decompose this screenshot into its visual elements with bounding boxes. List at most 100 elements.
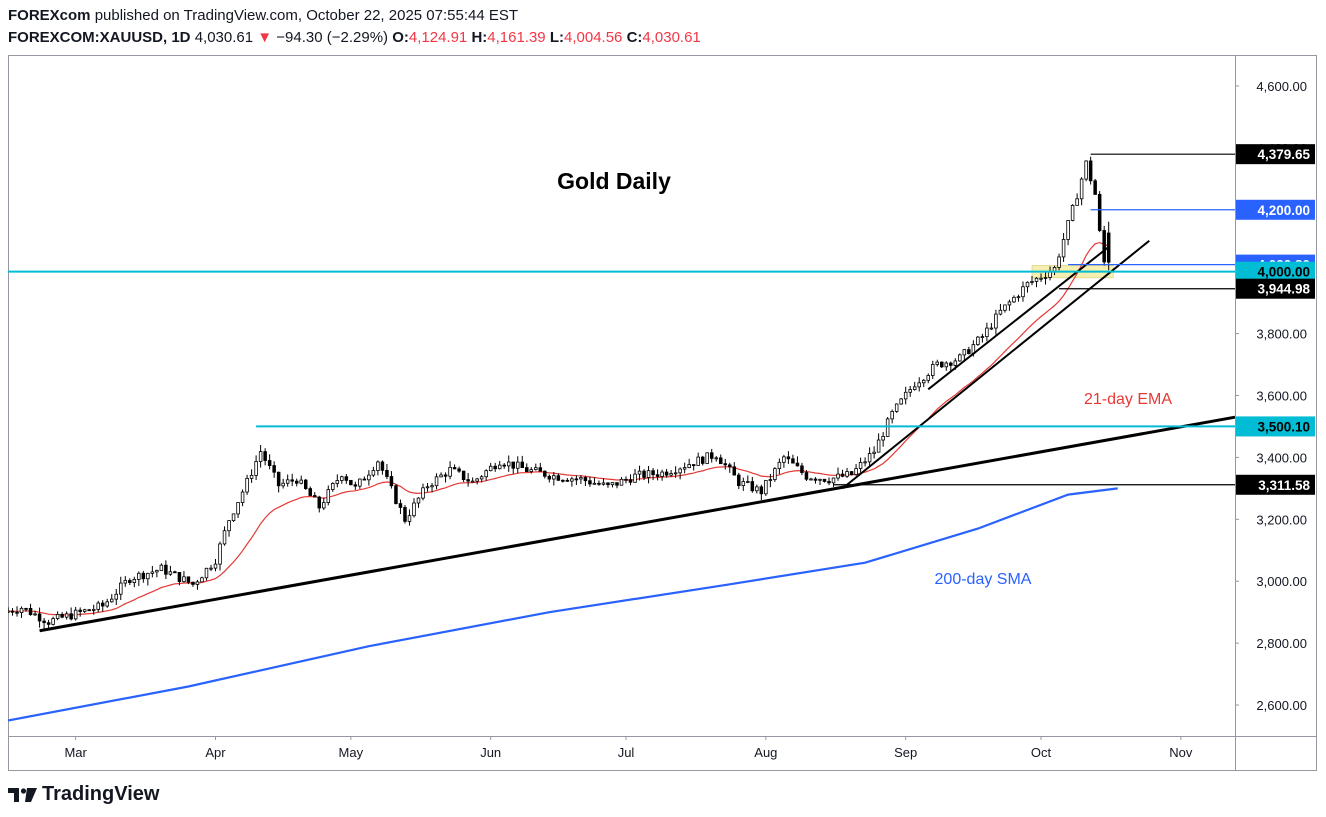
candle-up	[958, 354, 962, 362]
candle-up	[1034, 277, 1039, 282]
candle-down	[827, 481, 831, 484]
candle-down	[940, 361, 944, 368]
candle-down	[403, 507, 407, 522]
candle-down	[394, 485, 398, 504]
low-label: L:	[549, 29, 564, 46]
candle-down	[312, 495, 317, 498]
candle-down	[466, 479, 470, 482]
candle-up	[358, 478, 362, 487]
candle-down	[173, 571, 177, 574]
candle-up	[285, 479, 290, 484]
candle-down	[177, 572, 182, 582]
change-arrow-icon: ▼	[257, 29, 273, 46]
long-support-trendline	[39, 415, 1236, 633]
candle-up	[407, 515, 412, 522]
candle-up	[222, 530, 227, 545]
candle-up	[367, 474, 371, 481]
time-tick-label: Aug	[754, 745, 777, 760]
candle-up	[885, 418, 890, 437]
candle-up	[33, 613, 37, 616]
candle-up	[746, 481, 750, 483]
tradingview-logo-icon	[8, 787, 37, 802]
candle-up	[1057, 256, 1061, 268]
candle-down	[723, 463, 728, 466]
time-axis[interactable]: Mar Apr May Jun Jul Aug Sep Oct Nov	[64, 736, 1193, 760]
tradingview-logo[interactable]: TradingView	[8, 783, 159, 806]
candle-up	[917, 382, 921, 388]
candle-up	[669, 473, 673, 476]
price-tick-label: 2,800.00	[1256, 636, 1307, 651]
candle-down	[606, 482, 610, 486]
candle-down	[191, 581, 195, 585]
candle-up	[213, 563, 218, 569]
time-tick-label: Jun	[480, 745, 501, 760]
candle-down	[583, 477, 588, 482]
candle-up	[421, 487, 425, 499]
time-tick-label: Jul	[618, 745, 635, 760]
candle-up	[340, 476, 344, 481]
candle-up	[1075, 198, 1079, 206]
candle-down	[344, 476, 349, 481]
candle-down	[538, 467, 543, 472]
candle-down	[543, 470, 547, 477]
candle-up	[768, 479, 773, 481]
publisher-name[interactable]: FOREXcom	[8, 7, 91, 24]
candle-down	[263, 451, 267, 461]
candle-down	[718, 457, 723, 465]
candle-down	[709, 452, 714, 459]
time-tick-label: Oct	[1031, 745, 1052, 760]
level-badge	[1236, 199, 1315, 220]
candle-up	[245, 478, 249, 493]
candle-down	[1097, 194, 1102, 231]
candle-up	[944, 362, 949, 368]
candle-up	[439, 474, 443, 478]
candle-down	[849, 471, 854, 475]
candle-up	[985, 327, 989, 337]
candle-up	[132, 579, 137, 583]
candle-up	[777, 461, 782, 470]
symbol-name[interactable]: FOREXCOM:XAUUSD, 1D	[8, 29, 191, 46]
candle-up	[475, 478, 479, 482]
candle-down	[664, 471, 669, 476]
price-chart[interactable]: 2,600.00 2,800.00 3,000.00 3,200.00 3,400.00…	[8, 55, 1317, 771]
high-label: H:	[471, 29, 488, 46]
candles-layer[interactable]	[8, 156, 1111, 630]
candle-up	[119, 582, 123, 595]
candle-up	[646, 470, 651, 478]
candle-up	[231, 513, 236, 522]
time-tick-label: Nov	[1169, 745, 1193, 760]
candle-up	[182, 576, 186, 582]
candle-up	[150, 571, 155, 574]
candle-up	[105, 601, 109, 607]
candle-up	[1012, 296, 1016, 303]
candle-down	[651, 470, 655, 476]
candle-down	[967, 349, 971, 355]
candle-down	[385, 469, 389, 477]
candle-up	[331, 483, 335, 490]
candle-up	[335, 480, 340, 484]
level-badge	[1236, 416, 1315, 437]
candle-up	[114, 593, 119, 600]
candle-up	[209, 567, 213, 570]
candle-up	[430, 485, 434, 488]
candle-down	[294, 480, 299, 484]
candle-down	[795, 462, 800, 467]
candle-up	[82, 609, 87, 612]
close-value: 4,030.61	[642, 29, 701, 46]
candle-down	[511, 461, 515, 469]
candle-down	[461, 470, 466, 480]
candle-up	[601, 482, 606, 485]
candle-up	[714, 457, 718, 460]
candle-up	[931, 364, 935, 376]
candle-up	[976, 336, 980, 346]
candle-up	[484, 470, 488, 478]
candle-down	[840, 473, 845, 477]
candle-up	[123, 580, 128, 584]
candle-down	[87, 609, 91, 612]
candle-up	[876, 439, 881, 453]
candle-up	[326, 489, 331, 504]
candle-up	[953, 360, 958, 366]
candle-up	[281, 482, 285, 487]
candle-up	[831, 477, 836, 484]
chart-title: Gold Daily	[557, 168, 671, 194]
